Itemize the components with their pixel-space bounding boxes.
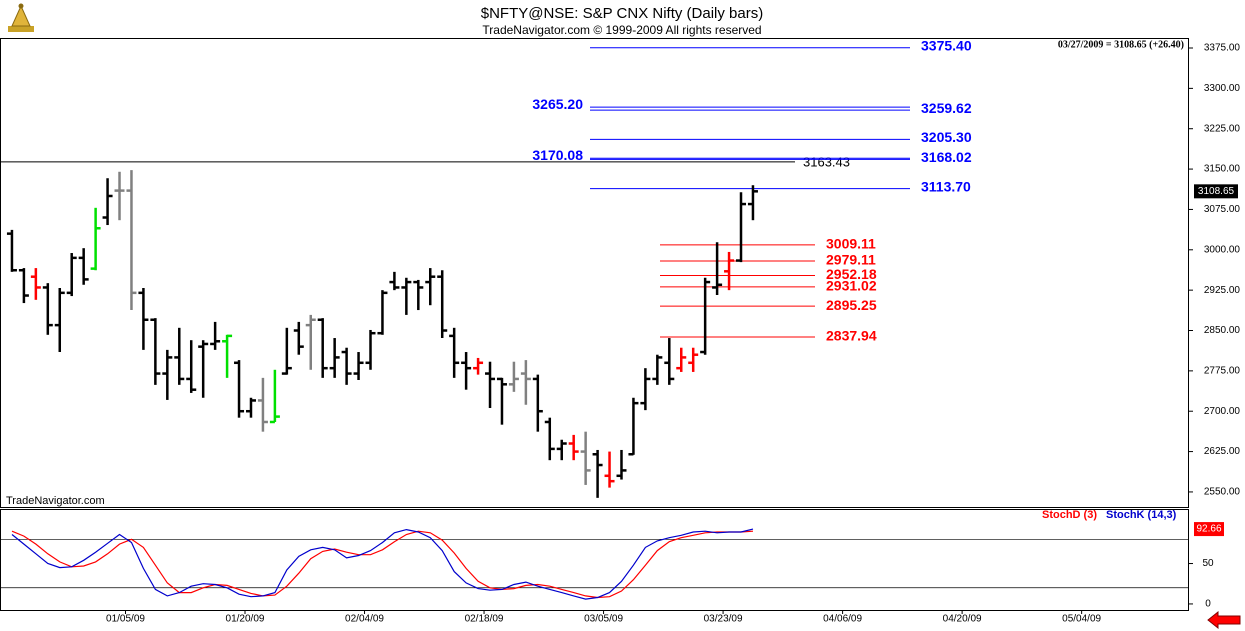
- watermark: TradeNavigator.com: [6, 495, 105, 507]
- scroll-arrow[interactable]: [1207, 610, 1241, 630]
- level-label: 3265.20: [532, 96, 583, 112]
- level-label: 3375.40: [921, 37, 972, 53]
- y-tick-label: 2700.00: [1204, 406, 1241, 417]
- y-tick-label: 2850.00: [1204, 325, 1241, 336]
- y-tick-label: 2550.00: [1204, 487, 1241, 498]
- target-label: 2979.11: [826, 252, 876, 268]
- level-label: 3170.08: [532, 147, 583, 163]
- legend-entry: StochK (14,3): [1106, 509, 1177, 521]
- quote: 03/27/2009 = 3108.65 (+26.40): [1058, 39, 1184, 50]
- y-tick-label: 3075.00: [1204, 204, 1241, 215]
- stoch-panel-frame: [0, 509, 1189, 611]
- target-label: 3009.11: [826, 236, 876, 252]
- x-tick-label: 01/05/09: [106, 614, 145, 625]
- level-label: 3113.70: [921, 178, 971, 194]
- x-tick-label: 04/20/09: [943, 614, 982, 625]
- last-price-box: [1194, 184, 1238, 199]
- x-tick-label: 01/20/09: [226, 614, 265, 625]
- level-label: 3205.30: [921, 129, 972, 145]
- price-panel-frame: [0, 38, 1189, 508]
- last-stoch-label: 92.66: [1196, 524, 1221, 535]
- x-tick-label: 02/04/09: [345, 614, 384, 625]
- stoch-line: [11, 530, 754, 599]
- logo: [8, 3, 34, 32]
- level-label: 3168.02: [921, 149, 972, 165]
- x-tick-label: 03/23/09: [704, 614, 743, 625]
- chart-subtitle: TradeNavigator.com © 1999-2009 All right…: [482, 23, 761, 37]
- x-tick-label: 05/04/09: [1062, 614, 1101, 625]
- y-tick-label: 2625.00: [1204, 446, 1241, 457]
- y-tick-label: 3225.00: [1204, 123, 1241, 134]
- x-tick-label: 04/06/09: [823, 614, 862, 625]
- y-tick-label: 3300.00: [1204, 83, 1241, 94]
- y-tick-label: 2775.00: [1204, 366, 1241, 377]
- stoch-y-tick-label: 0: [1205, 599, 1211, 610]
- y-tick-label: 3150.00: [1204, 164, 1241, 175]
- target-label: 2931.02: [826, 278, 877, 294]
- y-tick-label: 3375.00: [1204, 43, 1241, 54]
- target-label: 2895.25: [826, 297, 877, 313]
- reference-label: 3163.43: [803, 154, 850, 169]
- last-stoch-box: [1194, 522, 1224, 537]
- legend-entry: StochD (3): [1042, 509, 1097, 521]
- target-label: 2952.18: [826, 266, 877, 282]
- chart-title: $NFTY@NSE: S&P CNX Nifty (Daily bars): [481, 5, 764, 22]
- y-tick-label: 3000.00: [1204, 244, 1241, 255]
- x-tick-label: 02/18/09: [465, 614, 504, 625]
- y-tick-label: 2925.00: [1204, 285, 1241, 296]
- level-label: 3259.62: [921, 100, 972, 116]
- stoch-y-tick-label: 50: [1202, 558, 1214, 569]
- target-label: 2837.94: [826, 328, 877, 344]
- stoch-line: [11, 528, 754, 600]
- x-tick-label: 03/05/09: [584, 614, 623, 625]
- last-price-label: 3108.65: [1198, 186, 1235, 197]
